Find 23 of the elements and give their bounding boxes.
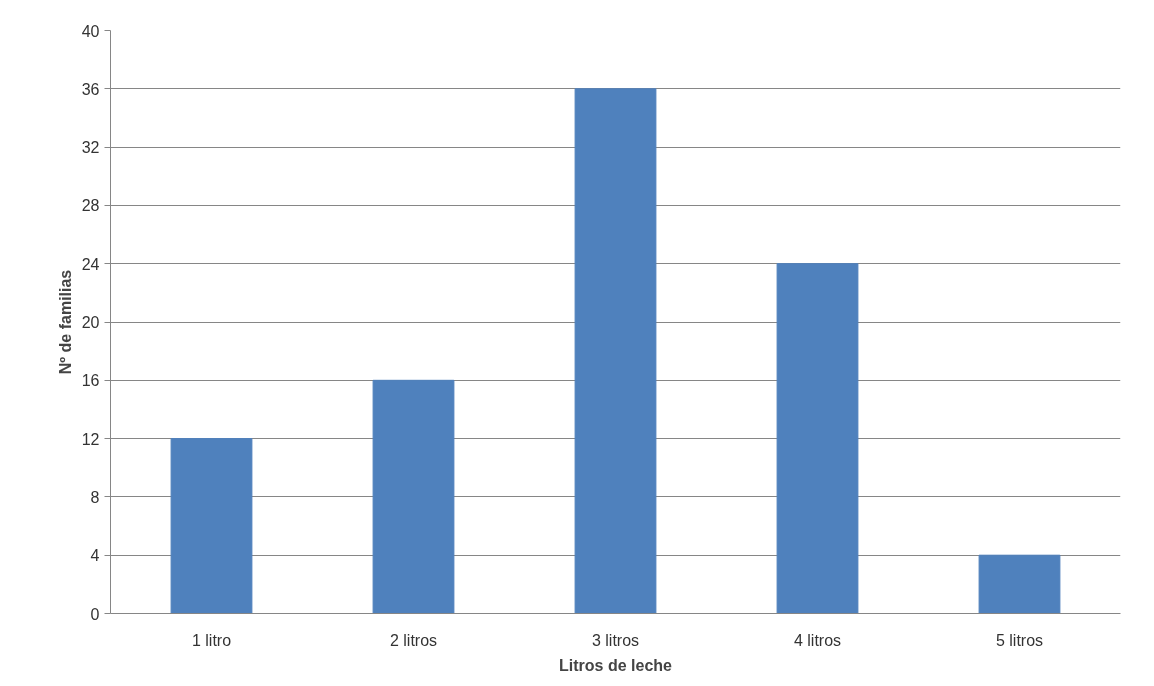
y-tick-label: 24 (81, 255, 100, 273)
y-tick-label: 32 (81, 139, 100, 157)
y-axis-title: Nº de familias (56, 269, 74, 375)
y-tick-label: 0 (90, 605, 100, 623)
x-tick-label: 1 litro (191, 631, 232, 649)
y-tick-label: 20 (81, 314, 100, 331)
y-tick-label: 4 (90, 547, 100, 565)
y-tick-label: 8 (90, 488, 100, 506)
bar (372, 379, 455, 614)
x-axis-title: Litros de leche (559, 656, 673, 674)
y-tick-label: 16 (81, 372, 100, 390)
y-tick-label: 28 (81, 197, 100, 215)
y-tick-label: 40 (81, 22, 100, 40)
bar (170, 438, 253, 614)
y-tick-label: 36 (81, 80, 100, 98)
x-tick-label: 5 litros (995, 631, 1044, 649)
y-tick-label: 12 (81, 430, 100, 448)
bar (978, 554, 1061, 614)
x-tick-label: 2 litros (389, 631, 438, 649)
bar (776, 263, 859, 614)
x-tick-label: 4 litros (793, 631, 842, 649)
x-tick-label: 3 litros (591, 631, 640, 649)
bar (574, 88, 657, 614)
